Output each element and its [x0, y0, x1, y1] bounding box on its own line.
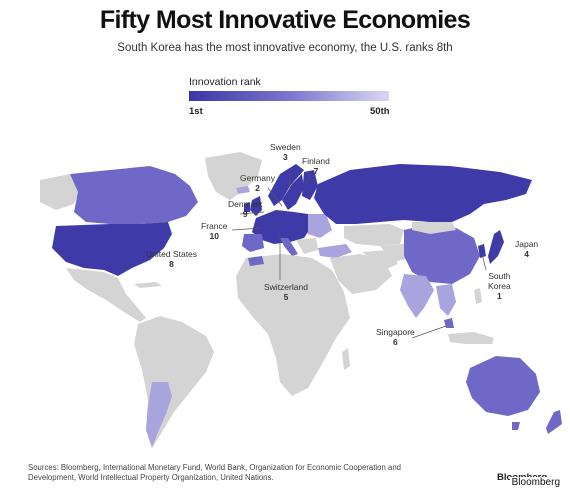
kazakhstan — [344, 224, 404, 246]
south-america — [134, 316, 214, 448]
sweden — [282, 174, 304, 210]
central-asia — [380, 244, 410, 262]
map-subtitle: South Korea has the most innovative econ… — [117, 42, 453, 54]
balkans — [296, 238, 318, 254]
finland — [302, 170, 318, 200]
argentina — [146, 382, 172, 448]
africa — [236, 254, 350, 396]
new-zealand — [546, 410, 562, 434]
norway — [268, 164, 304, 206]
japan — [488, 230, 504, 264]
tasmania — [512, 422, 520, 430]
greenland — [205, 152, 262, 200]
philippines — [474, 288, 482, 304]
label-sweden: Sweden 3 — [270, 142, 301, 162]
malaysia — [444, 318, 454, 328]
label-france: France 10 — [201, 221, 228, 241]
legend-title: Innovation rank — [189, 76, 261, 88]
morocco-tunisia — [248, 256, 264, 266]
middle-east — [330, 254, 392, 294]
south-korea — [478, 244, 486, 258]
label-singapore: Singapore 6 — [376, 327, 415, 347]
india — [400, 274, 434, 318]
europe-west — [252, 210, 312, 244]
label-japan: Japan 4 — [515, 239, 539, 259]
russia — [314, 164, 532, 224]
iberia — [242, 234, 264, 252]
label-united-states: United States 8 — [146, 249, 198, 269]
united-kingdom — [250, 196, 262, 216]
italy — [280, 238, 298, 256]
bloomberg-watermark: Bloomberg — [509, 477, 562, 488]
mongolia — [412, 222, 456, 234]
label-denmark: Denmark 9 — [228, 199, 263, 219]
china — [404, 224, 480, 284]
sources-note: Sources: Bloomberg, International Moneta… — [28, 463, 402, 482]
world-map — [40, 152, 562, 448]
leader-lines — [231, 172, 501, 339]
alaska — [40, 174, 80, 210]
legend-max-label: 50th — [370, 106, 390, 117]
cuba — [134, 282, 162, 288]
southeast-asia — [436, 284, 456, 316]
mexico — [66, 268, 146, 322]
indonesia — [448, 332, 494, 344]
map-title: Fifty Most Innovative Economies — [99, 6, 471, 34]
canada — [70, 166, 198, 224]
label-switzerland: Switzerland 5 — [264, 282, 308, 302]
united-states — [52, 222, 172, 276]
turkey — [318, 244, 352, 258]
label-south-korea: South Korea 1 — [488, 271, 511, 301]
legend-min-label: 1st — [189, 106, 203, 117]
eastern-europe — [308, 214, 332, 238]
legend-gradient-bar — [189, 91, 389, 101]
label-germany: Germany 2 — [240, 173, 275, 193]
madagascar — [342, 348, 350, 370]
iceland — [236, 186, 250, 194]
label-finland: Finland 7 — [302, 156, 330, 176]
ireland — [244, 202, 250, 212]
australia — [466, 356, 540, 416]
